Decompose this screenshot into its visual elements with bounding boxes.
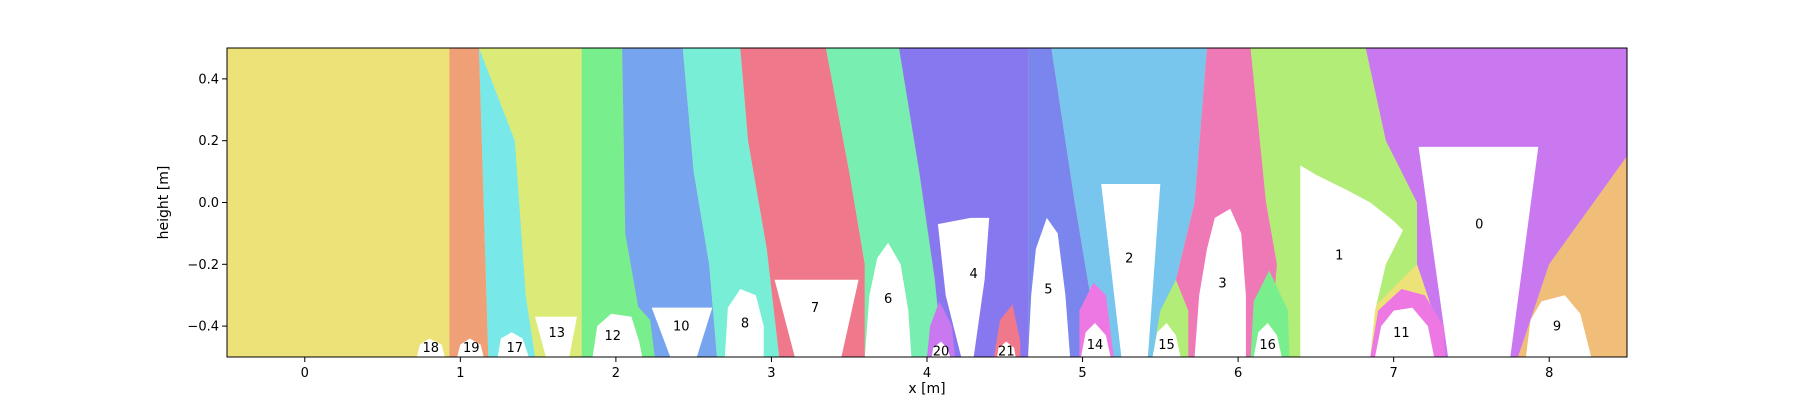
region-red [740,48,865,357]
x-axis-label: x [m] [908,381,945,397]
obstacle-label: 10 [673,320,690,335]
y-tick-label: −0.2 [187,258,219,273]
obstacle-label: 17 [507,341,524,356]
obstacle-7 [774,279,859,357]
region-yellow [227,48,450,357]
region-pink [1160,48,1277,357]
obstacle-label: 16 [1259,338,1276,353]
obstacle-4 [937,217,990,357]
obstacle-0 [1418,146,1539,357]
x-tick-label: 3 [767,366,775,381]
x-tick-label: 7 [1390,366,1398,381]
x-tick-label: 5 [1078,366,1086,381]
region-teal [682,48,780,357]
obstacle-label: 15 [1158,338,1175,353]
y-tick-label: 0.4 [198,72,219,87]
obstacle-label: 14 [1087,338,1104,353]
obstacle-5 [1028,217,1071,357]
obstacle-12 [592,313,643,357]
obstacle-14 [1081,323,1111,357]
obstacle-3 [1194,208,1246,357]
x-tick-label: 2 [612,366,620,381]
obstacle-label: 19 [463,341,480,356]
obstacle-2 [1101,184,1161,357]
obstacle-10 [651,307,713,357]
y-tick-label: 0.2 [198,134,219,149]
obstacle-label: 18 [423,341,440,356]
obstacle-1 [1300,165,1403,357]
y-tick-label: −0.4 [187,320,219,335]
x-tick-label: 4 [923,366,931,381]
obstacle-label: 20 [933,344,950,359]
x-tick-label: 6 [1234,366,1242,381]
region-violet [927,301,955,357]
obstacle-label: 5 [1044,283,1052,298]
region-purple [899,48,1029,357]
obstacle-label: 13 [549,326,566,341]
x-tick-label: 8 [1545,366,1553,381]
obstacle-19 [457,338,484,357]
x-axis: 0 1 2 3 4 5 6 7 8 [301,357,1553,381]
obstacle-label: 21 [998,344,1015,359]
obstacle-label: 1 [1335,249,1343,264]
x-tick-label: 1 [456,366,464,381]
obstacle-8 [724,289,764,357]
obstacle-label: 7 [811,301,819,316]
obstacle-label: 11 [1393,326,1410,341]
region-mint [825,48,943,357]
y-axis-label: height [m] [156,166,172,240]
obstacle-15 [1152,323,1181,357]
obstacle-label: 4 [970,267,978,282]
obstacle-6 [864,242,912,357]
obstacle-label: 6 [884,292,892,307]
obstacle-13 [535,316,577,357]
obstacle-21 [997,341,1016,357]
obstacle-9 [1525,295,1592,357]
obstacle-label: 9 [1553,320,1561,335]
region-blue [622,48,717,357]
x-tick-label: 0 [301,366,309,381]
obstacle-20 [931,341,951,357]
region-red [993,304,1021,357]
obstacle-label: 12 [605,329,622,344]
region-green [581,48,647,357]
obstacle-label: 0 [1475,218,1483,233]
region-lime [479,48,582,357]
plot-area [227,48,1627,357]
obstacle-18 [416,338,445,357]
obstacle-label: 8 [741,317,749,332]
obstacle-label: 2 [1125,252,1133,267]
y-tick-label: 0.0 [198,196,219,211]
obstacle-17 [497,332,529,357]
obstacle-11 [1375,307,1435,357]
obstacle-16 [1253,323,1282,357]
y-axis: −0.4 −0.2 0.0 0.2 0.4 [187,72,227,335]
obstacle-label: 3 [1218,276,1226,291]
region-salmon [449,48,489,357]
